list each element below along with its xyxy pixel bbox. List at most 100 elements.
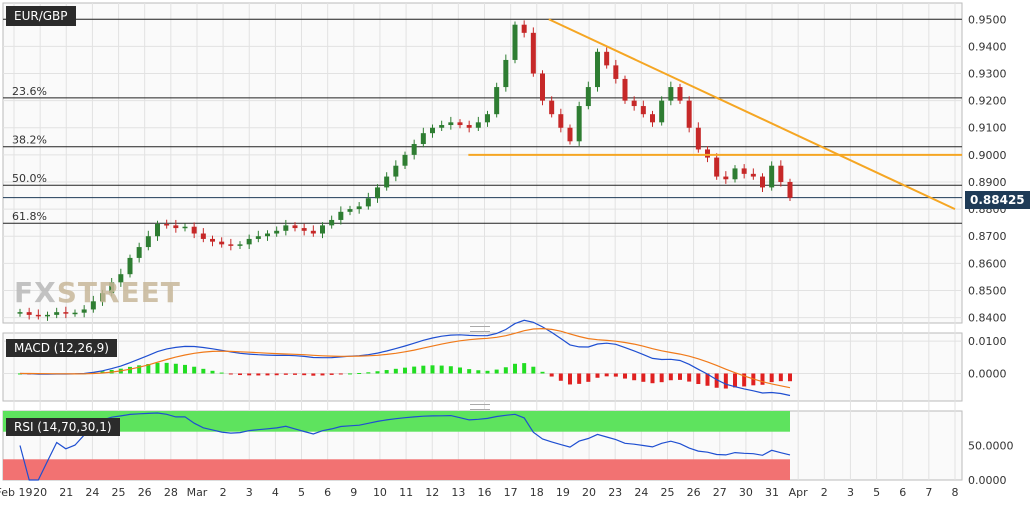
macd-histogram-bar — [723, 373, 728, 389]
macd-histogram-bar — [678, 373, 682, 380]
candle-body — [595, 51, 600, 88]
candle-body — [393, 165, 399, 177]
macd-histogram-bar — [265, 373, 270, 376]
x-tick-label: Feb 19 — [0, 486, 32, 499]
macd-histogram-bar — [412, 366, 417, 374]
candle-body — [155, 224, 160, 237]
candle-body — [384, 176, 390, 188]
rsi-line — [19, 412, 791, 481]
candle-body — [732, 168, 738, 180]
fibonacci-label: 38.2% — [12, 134, 47, 147]
symbol-label: EUR/GBP — [6, 6, 76, 26]
y-tick-label: 0.9500 — [968, 13, 1007, 26]
candle-body — [402, 154, 408, 166]
candle-body — [356, 206, 362, 210]
macd-histogram-bar — [137, 365, 142, 374]
x-tick-label: 9 — [350, 486, 357, 499]
candle-body — [118, 274, 124, 283]
macd-histogram-bar — [503, 367, 508, 374]
macd-histogram-bar — [623, 373, 627, 379]
macd-histogram-bar — [788, 373, 792, 382]
pane-resize-handle[interactable] — [470, 404, 490, 410]
macd-histogram-bar — [714, 373, 719, 388]
macd-histogram-bar — [604, 373, 609, 377]
candle-body — [45, 314, 50, 317]
x-tick-label: 24 — [85, 486, 99, 499]
candle-body — [530, 32, 536, 74]
macd-histogram-bar — [568, 373, 572, 385]
candle-body — [63, 312, 69, 314]
macd-histogram-bar — [549, 373, 554, 377]
macd-histogram-bar — [192, 366, 197, 374]
candle-body — [54, 312, 60, 315]
macd-histogram-bar — [201, 368, 206, 374]
rsi-tick-label: 0.0000 — [968, 474, 1007, 487]
candle-body — [255, 236, 261, 239]
candle-body — [283, 225, 289, 231]
candle-body — [191, 226, 197, 234]
candle-body — [695, 127, 701, 150]
macd-histogram-bar — [448, 366, 453, 374]
candle-body — [457, 122, 463, 126]
y-tick-label: 0.9100 — [968, 122, 1007, 135]
macd-histogram-bar — [430, 365, 435, 374]
candle-body — [650, 114, 655, 123]
macd-histogram-bar — [733, 373, 737, 388]
candle-body — [521, 24, 527, 33]
candle-body — [576, 106, 582, 142]
x-tick-label: 13 — [451, 486, 465, 499]
rsi-label: RSI (14,70,30,1) — [6, 418, 120, 436]
macd-histogram-bar — [760, 373, 765, 385]
x-tick-label: 10 — [373, 486, 387, 499]
candle-body — [274, 230, 280, 234]
candle-body — [292, 225, 298, 229]
macd-histogram-bar — [458, 367, 462, 374]
x-tick-label: 12 — [425, 486, 439, 499]
macd-histogram-bar — [329, 373, 334, 375]
macd-histogram-bar — [439, 365, 444, 374]
macd-histogram-bar — [173, 363, 178, 374]
candle-body — [622, 78, 628, 101]
macd-histogram-bar — [256, 373, 261, 376]
x-tick-label: 6 — [324, 486, 331, 499]
macd-histogram-bar — [366, 372, 371, 374]
y-tick-label: 0.9300 — [968, 68, 1007, 81]
macd-histogram-bar — [650, 373, 655, 384]
candle-body — [219, 241, 225, 245]
x-tick-label: 28 — [164, 486, 178, 499]
candle-body — [320, 225, 325, 234]
candle-body — [485, 114, 490, 123]
x-tick-label: 7 — [925, 486, 932, 499]
macd-histogram-bar — [485, 370, 490, 374]
x-tick-label: Mar — [187, 486, 208, 499]
macd-histogram-bar — [293, 373, 297, 375]
macd-histogram-bar — [476, 370, 481, 374]
x-tick-label: 2 — [821, 486, 828, 499]
x-tick-label: 31 — [765, 486, 779, 499]
macd-signal-line — [20, 327, 791, 389]
x-tick-label: 20 — [33, 486, 47, 499]
descending-trendline — [548, 18, 956, 211]
macd-histogram-bar — [384, 370, 389, 374]
candle-body — [686, 100, 692, 128]
x-tick-label: 3 — [847, 486, 854, 499]
macd-histogram-bar — [274, 373, 279, 376]
candle-body — [329, 219, 335, 226]
candle-body — [494, 87, 500, 115]
candle-body — [668, 87, 674, 101]
macd-histogram-bar — [659, 373, 664, 383]
candle-body — [246, 238, 252, 245]
candle-body — [109, 282, 115, 294]
pane-resize-handle[interactable] — [470, 326, 490, 332]
candle-body — [723, 176, 729, 180]
candle-body — [585, 87, 591, 107]
candle-body — [714, 157, 720, 177]
y-tick-label: 0.9000 — [968, 149, 1007, 162]
candle-body — [375, 187, 380, 199]
macd-histogram-bar — [247, 373, 252, 376]
macd-histogram-bar — [128, 366, 132, 374]
macd-histogram-bar — [164, 362, 169, 374]
candle-body — [228, 244, 234, 246]
